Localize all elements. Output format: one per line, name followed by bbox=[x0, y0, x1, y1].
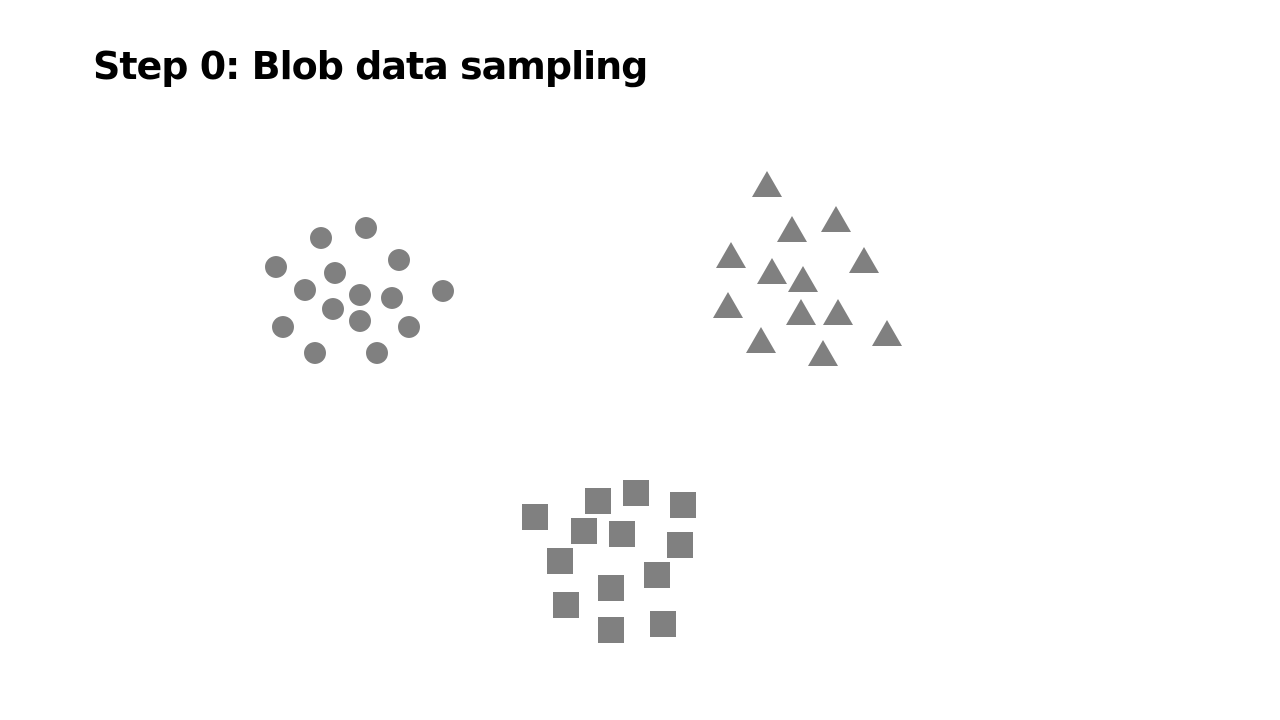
circle-point bbox=[304, 342, 326, 364]
triangle-point bbox=[788, 266, 818, 292]
square-cluster bbox=[522, 480, 696, 643]
circle-point bbox=[388, 249, 410, 271]
circle-point bbox=[432, 280, 454, 302]
triangle-point bbox=[821, 206, 851, 232]
circle-point bbox=[349, 284, 371, 306]
triangle-point bbox=[752, 171, 782, 197]
circle-point bbox=[381, 287, 403, 309]
square-point bbox=[553, 592, 579, 618]
square-point bbox=[585, 488, 611, 514]
square-point bbox=[609, 521, 635, 547]
square-point bbox=[670, 492, 696, 518]
triangle-point bbox=[716, 242, 746, 268]
circle-point bbox=[294, 279, 316, 301]
square-point bbox=[644, 562, 670, 588]
triangle-cluster bbox=[713, 171, 902, 366]
triangle-point bbox=[823, 299, 853, 325]
triangle-point bbox=[746, 327, 776, 353]
triangle-point bbox=[777, 216, 807, 242]
circle-point bbox=[272, 316, 294, 338]
circle-point bbox=[265, 256, 287, 278]
square-point bbox=[667, 532, 693, 558]
triangle-point bbox=[713, 292, 743, 318]
triangle-point bbox=[849, 247, 879, 273]
square-point bbox=[598, 617, 624, 643]
square-point bbox=[571, 518, 597, 544]
square-point bbox=[650, 611, 676, 637]
slide-title: Step 0: Blob data sampling bbox=[93, 44, 648, 88]
triangle-point bbox=[786, 299, 816, 325]
circle-point bbox=[322, 298, 344, 320]
circle-cluster bbox=[265, 217, 454, 364]
circle-point bbox=[398, 316, 420, 338]
square-point bbox=[522, 504, 548, 530]
circle-point bbox=[349, 310, 371, 332]
triangle-point bbox=[757, 258, 787, 284]
triangle-point bbox=[872, 320, 902, 346]
triangle-point bbox=[808, 340, 838, 366]
circle-point bbox=[366, 342, 388, 364]
circle-point bbox=[324, 262, 346, 284]
circle-point bbox=[310, 227, 332, 249]
circle-point bbox=[355, 217, 377, 239]
square-point bbox=[598, 575, 624, 601]
square-point bbox=[547, 548, 573, 574]
square-point bbox=[623, 480, 649, 506]
